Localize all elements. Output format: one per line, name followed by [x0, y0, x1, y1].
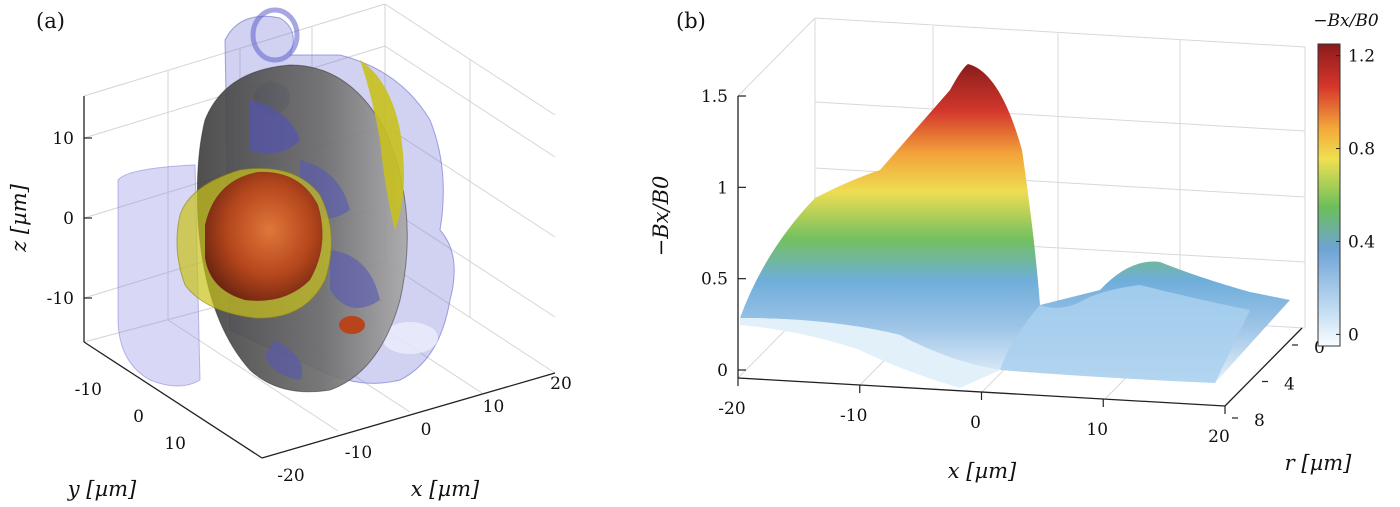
panel-b-z-tick-label: 0.5 — [701, 270, 728, 290]
colorbar-title: −Bx/B0 — [1313, 11, 1379, 31]
panel-a-ylabel: y [µm] — [67, 477, 137, 501]
colorbar: −Bx/B0 1.2 0.8 0.4 0 — [1313, 11, 1379, 347]
panel-a-x-ticks: -20 -10 0 10 20 — [277, 374, 572, 486]
panel-a-y-tick-label: -10 — [75, 380, 102, 400]
panel-a-z-tick-label: 0 — [63, 209, 74, 229]
colorbar-tick-label: 0 — [1348, 325, 1359, 345]
panel-b-z-tick-label: 1.5 — [701, 87, 728, 107]
core-isosurface — [205, 171, 323, 301]
panel-b-x-ticks: -20 -10 0 10 20 — [718, 378, 1230, 447]
panel-b-surface — [740, 64, 1290, 388]
panel-a-z-ticks: 10 0 -10 — [47, 129, 92, 309]
panel-a-x-tick-label: 20 — [550, 374, 572, 394]
panel-a-z-tick-label: -10 — [47, 289, 74, 309]
panel-a-x-tick-label: 10 — [483, 397, 505, 417]
panel-a-y-tick-label: 0 — [133, 407, 144, 427]
panel-b-x-tick-label: 10 — [1086, 420, 1108, 440]
colorbar-tick-label: 1.2 — [1348, 47, 1375, 67]
panel-b-z-ticks: 1.5 1 0.5 0 — [701, 87, 746, 381]
panel-a-x-tick-label: -20 — [277, 466, 304, 486]
panel-b-r-tick-label: 4 — [1284, 375, 1295, 395]
panel-b-x-tick-label: -20 — [718, 399, 745, 419]
panel-b-rlabel: r [µm] — [1285, 451, 1352, 475]
colorbar-tick-label: 0.8 — [1348, 140, 1375, 160]
panel-a: (a) — [7, 3, 572, 501]
panel-b-xlabel: x [µm] — [948, 459, 1017, 483]
colorbar-bar — [1317, 43, 1341, 347]
panel-a-x-axis — [261, 372, 556, 459]
panel-a-x-tick-label: 0 — [421, 420, 432, 440]
panel-b-label: (b) — [676, 9, 706, 33]
panel-b-x-tick-label: 0 — [970, 413, 981, 433]
panel-b-z-tick-label: 1 — [717, 178, 728, 198]
panel-b-r-tick-label: 0 — [1314, 338, 1325, 358]
panel-a-z-tick-label: 10 — [52, 129, 74, 149]
surface-lower — [1000, 285, 1250, 383]
panel-a-y-axis — [83, 341, 263, 459]
panel-b-z-tick-label: 0 — [717, 361, 728, 381]
surface-front-edge — [740, 318, 1000, 388]
colorbar-ticks: 1.2 0.8 0.4 0 — [1336, 47, 1375, 345]
panel-b-r-axis — [1224, 327, 1303, 407]
panel-b-r-tick-label: 8 — [1254, 411, 1265, 431]
panel-a-axes — [83, 96, 556, 459]
colorbar-tick-label: 0.4 — [1348, 232, 1375, 252]
panel-b-x-tick-label: 20 — [1208, 427, 1230, 447]
panel-a-xlabel: x [µm] — [411, 477, 480, 501]
panel-a-y-ticks: -10 0 10 — [75, 380, 186, 454]
panel-a-label: (a) — [36, 9, 65, 33]
panel-b-x-tick-label: -10 — [840, 406, 867, 426]
panel-b-r-ticks: 048 — [1232, 338, 1325, 431]
panel-a-x-tick-label: -10 — [345, 443, 372, 463]
panel-a-zlabel: z [µm] — [7, 183, 31, 252]
panel-a-y-tick-label: 10 — [164, 434, 186, 454]
panel-b-zlabel: −Bx/B0 — [649, 176, 673, 257]
panel-b: (b) 1. — [649, 9, 1379, 483]
